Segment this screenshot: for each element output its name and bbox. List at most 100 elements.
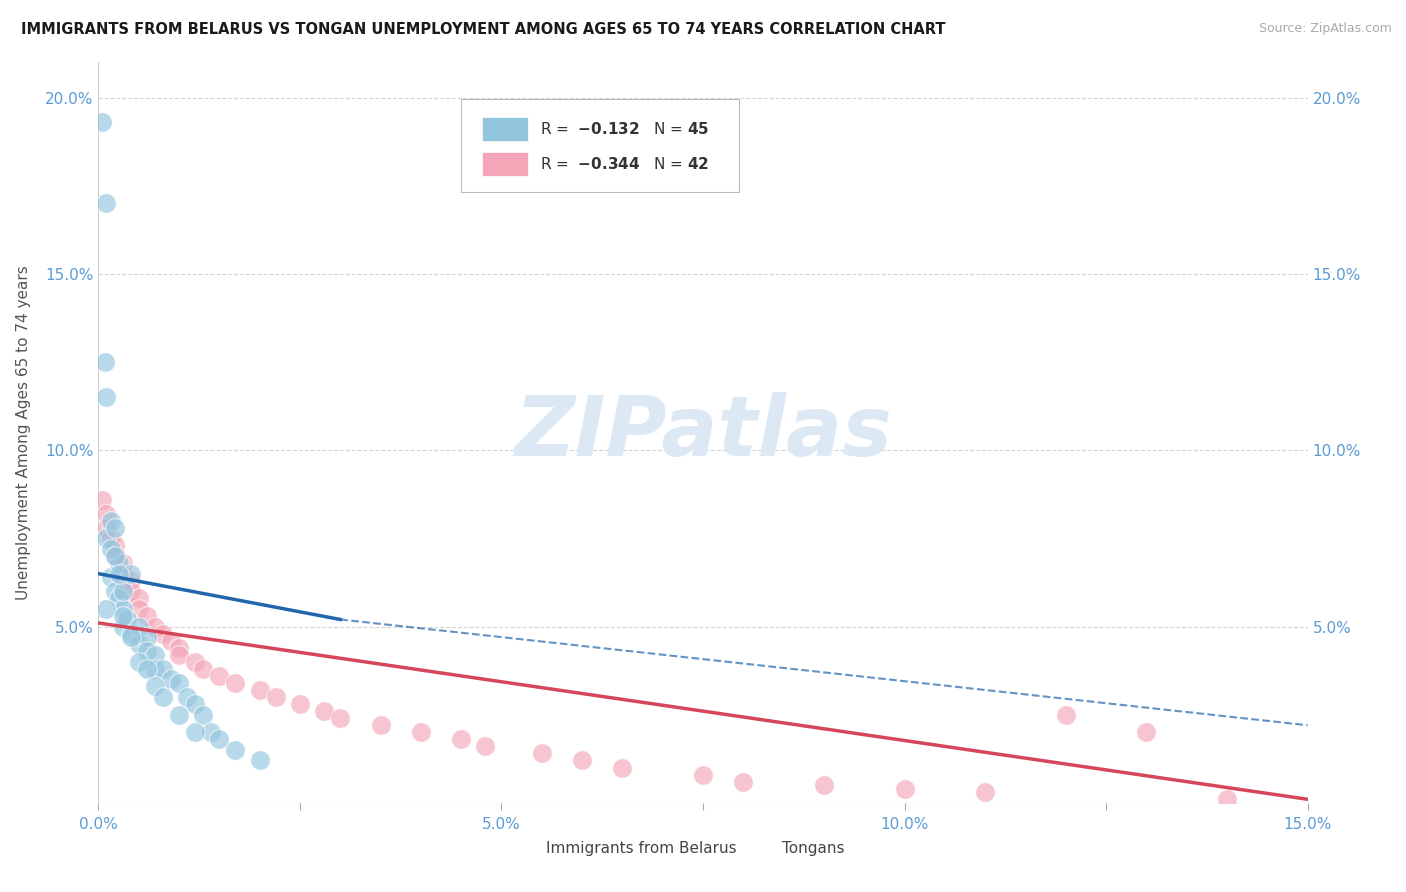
Point [152, 690, 174, 704]
Point [249, 754, 271, 768]
Point [530, 747, 553, 761]
Point [184, 725, 207, 739]
Point [167, 707, 190, 722]
Point [128, 591, 150, 606]
Point [100, 532, 122, 546]
Point [208, 732, 231, 747]
Point [152, 626, 174, 640]
Point [974, 785, 997, 799]
Point [224, 676, 246, 690]
Point [100, 570, 122, 584]
Bar [740, 836, 773, 861]
Point [167, 640, 190, 655]
Text: Source: ZipAtlas.com: Source: ZipAtlas.com [1258, 22, 1392, 36]
Point [612, 760, 634, 774]
Point [692, 767, 714, 781]
Text: R =  $\mathbf{-0.344}$   N = $\mathbf{42}$: R = $\mathbf{-0.344}$ N = $\mathbf{42}$ [540, 156, 709, 172]
Point [152, 662, 174, 676]
Point [571, 754, 593, 768]
Point [208, 669, 231, 683]
Point [128, 637, 150, 651]
Point [120, 574, 142, 588]
Point [184, 655, 207, 669]
Point [249, 683, 271, 698]
Point [94, 355, 117, 369]
Point [135, 644, 157, 658]
Point [135, 630, 157, 644]
Point [160, 633, 183, 648]
Bar [503, 836, 537, 861]
Point [160, 673, 183, 687]
Point [120, 626, 142, 640]
Point [96, 602, 118, 616]
Point [107, 591, 129, 606]
Point [96, 532, 118, 546]
Point [176, 690, 198, 704]
Point [314, 704, 336, 718]
Point [184, 697, 207, 711]
Point [1135, 725, 1157, 739]
Point [96, 390, 118, 404]
Bar [482, 152, 527, 176]
Point [96, 521, 118, 535]
Point [224, 743, 246, 757]
Point [103, 584, 125, 599]
Point [813, 778, 835, 792]
Point [115, 612, 138, 626]
Text: ZIPatlas: ZIPatlas [515, 392, 891, 473]
Text: Tongans: Tongans [782, 841, 844, 856]
Point [135, 609, 157, 624]
Point [120, 566, 142, 581]
Point [96, 507, 118, 521]
Y-axis label: Unemployment Among Ages 65 to 74 years: Unemployment Among Ages 65 to 74 years [17, 265, 31, 600]
Point [167, 676, 190, 690]
Point [107, 556, 129, 570]
Point [1216, 792, 1239, 806]
Point [120, 584, 142, 599]
Point [91, 115, 114, 129]
Point [193, 707, 215, 722]
Point [111, 602, 134, 616]
Bar [482, 117, 527, 141]
Point [200, 725, 222, 739]
Point [91, 492, 114, 507]
Point [1054, 707, 1077, 722]
Point [893, 781, 915, 796]
Point [370, 718, 392, 732]
Point [96, 196, 118, 211]
Point [733, 774, 755, 789]
Point [143, 680, 166, 694]
Point [143, 662, 166, 676]
Point [111, 584, 134, 599]
Point [288, 697, 311, 711]
Point [103, 549, 125, 563]
Point [100, 541, 122, 556]
Point [193, 662, 215, 676]
Point [128, 602, 150, 616]
Point [450, 732, 472, 747]
Point [107, 566, 129, 581]
Point [128, 655, 150, 669]
Point [143, 648, 166, 662]
Text: IMMIGRANTS FROM BELARUS VS TONGAN UNEMPLOYMENT AMONG AGES 65 TO 74 YEARS CORRELA: IMMIGRANTS FROM BELARUS VS TONGAN UNEMPL… [21, 22, 946, 37]
Point [103, 549, 125, 563]
Text: Immigrants from Belarus: Immigrants from Belarus [546, 841, 737, 856]
FancyBboxPatch shape [461, 99, 740, 192]
Point [103, 521, 125, 535]
Point [474, 739, 496, 754]
Point [111, 556, 134, 570]
Point [143, 619, 166, 633]
Point [120, 630, 142, 644]
Point [111, 609, 134, 624]
Point [103, 538, 125, 552]
Point [100, 514, 122, 528]
Text: R =  $\mathbf{-0.132}$   N = $\mathbf{45}$: R = $\mathbf{-0.132}$ N = $\mathbf{45}$ [540, 121, 709, 137]
Point [111, 566, 134, 581]
Point [167, 648, 190, 662]
Point [409, 725, 432, 739]
Point [329, 711, 352, 725]
Point [111, 619, 134, 633]
Point [135, 662, 157, 676]
Point [264, 690, 287, 704]
Point [128, 619, 150, 633]
